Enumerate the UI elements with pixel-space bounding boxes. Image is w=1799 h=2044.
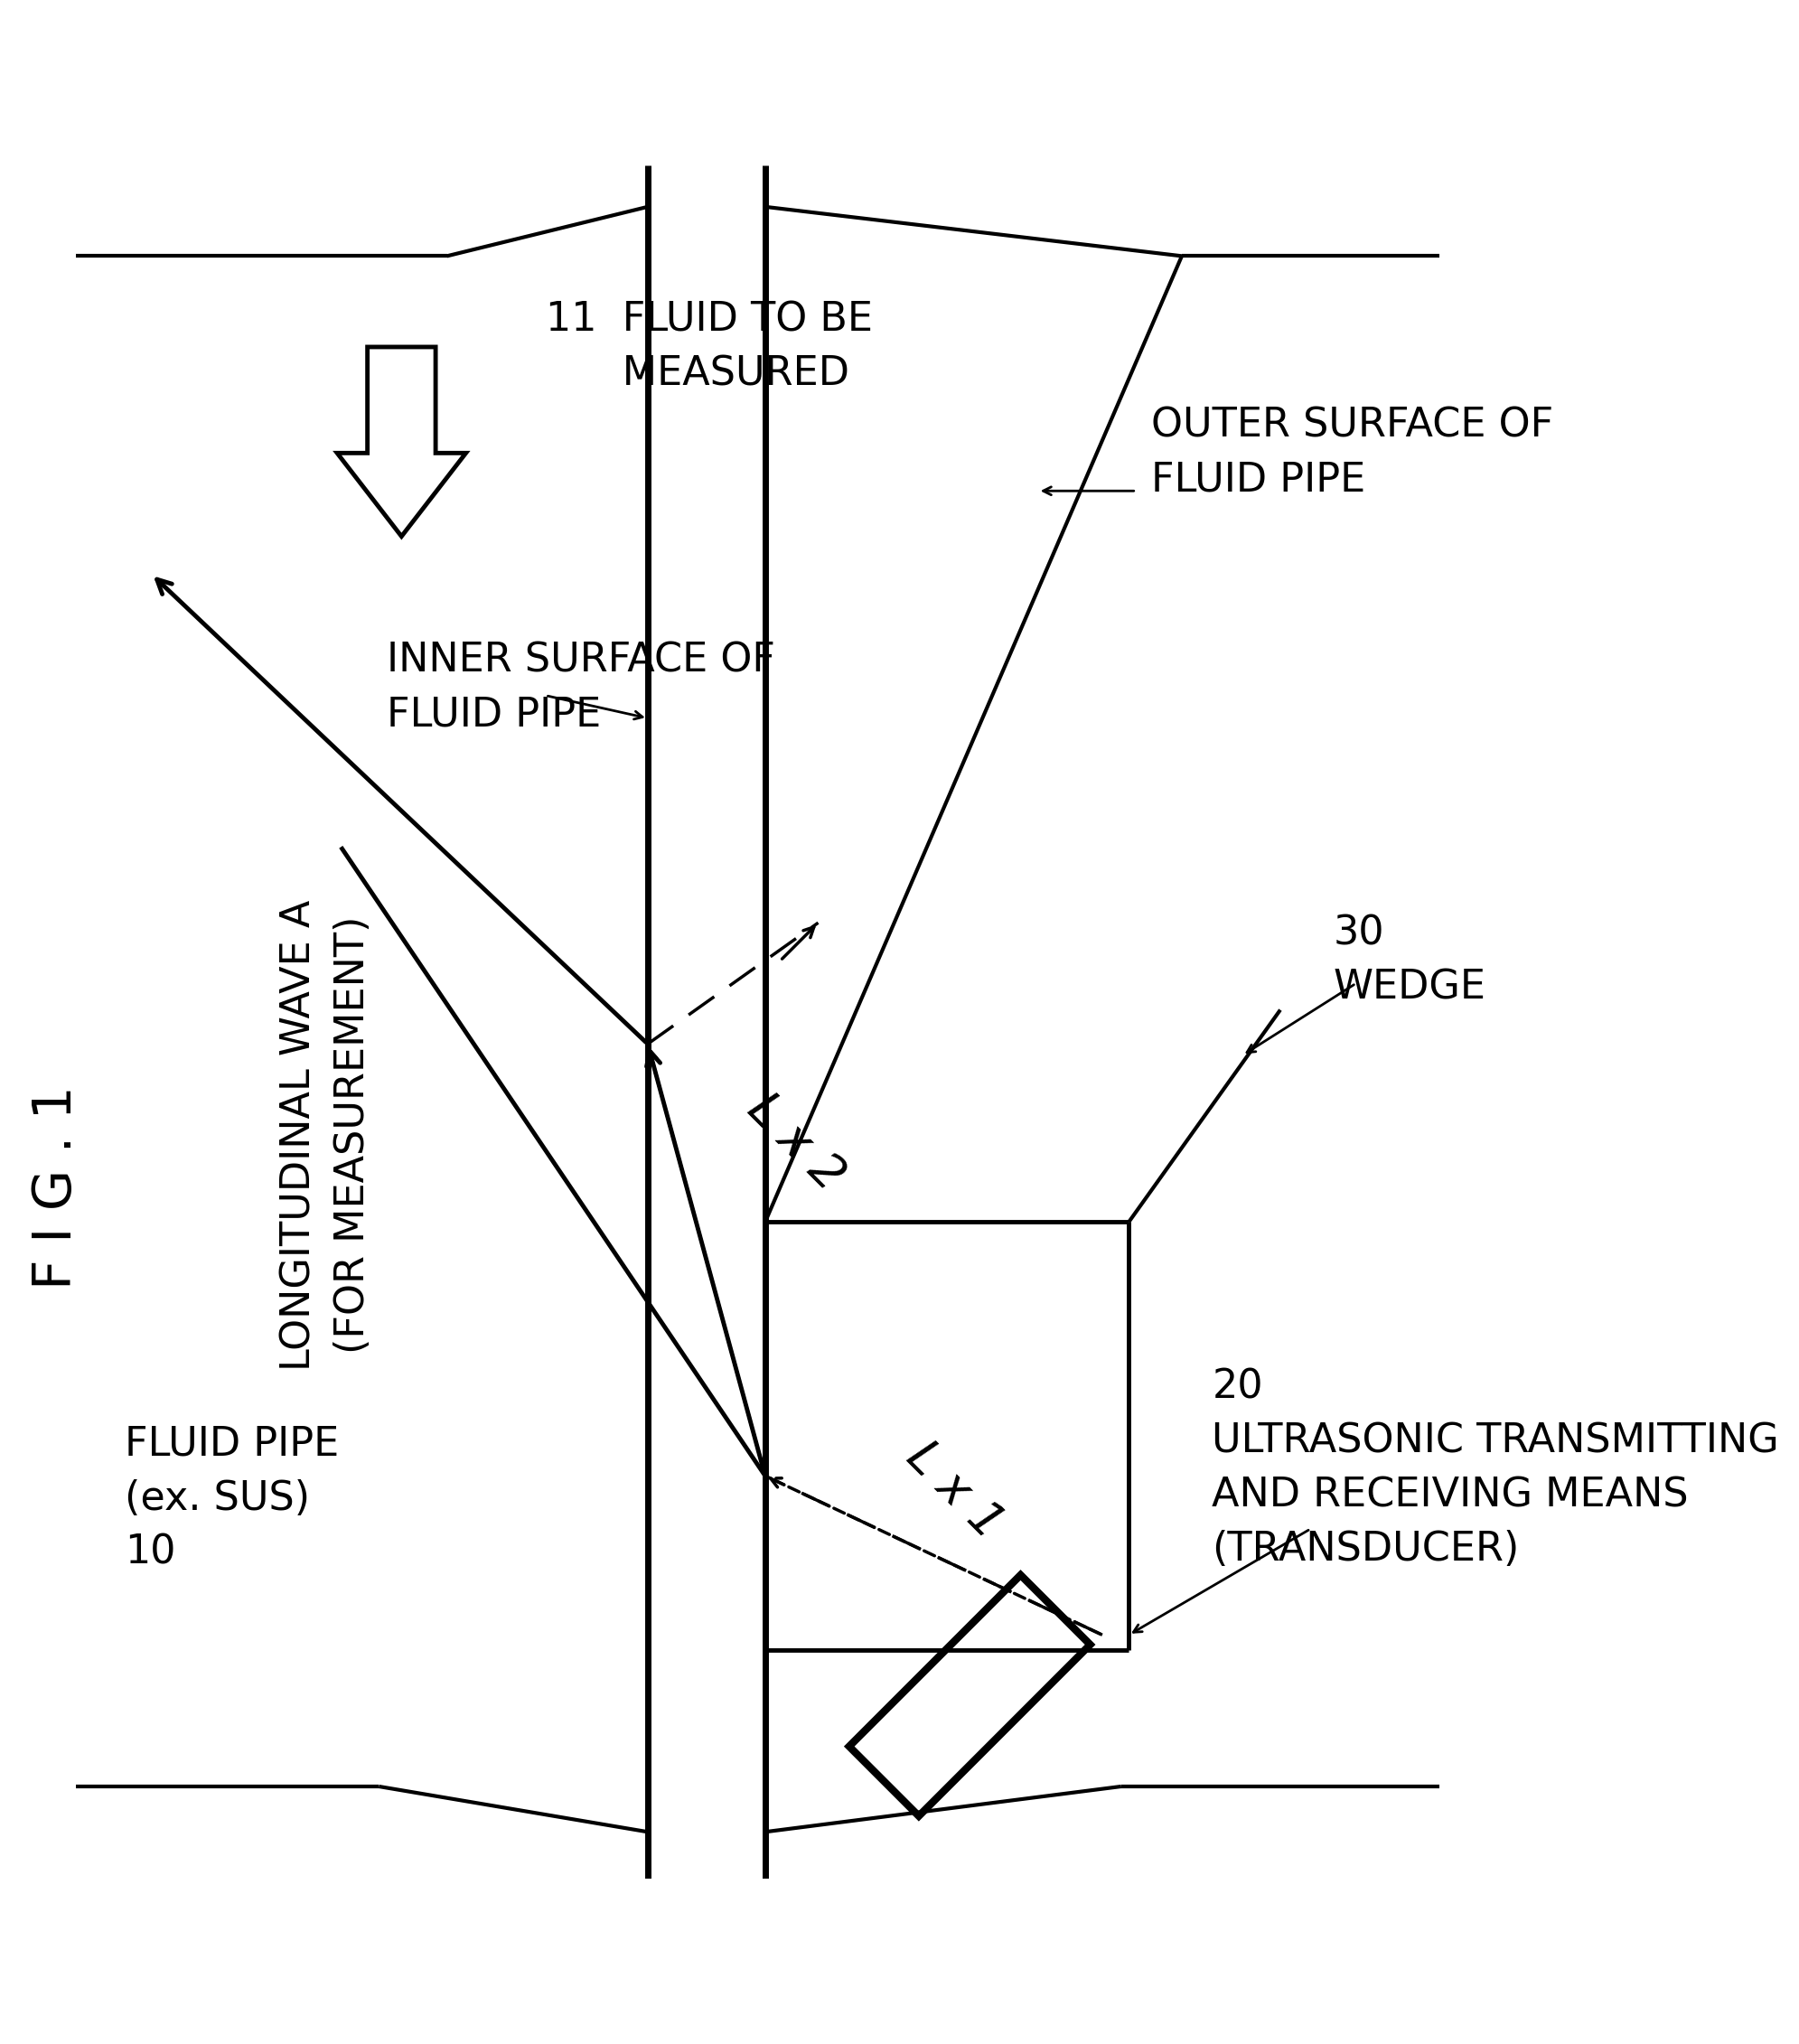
Polygon shape — [336, 347, 466, 536]
Text: L x 2: L x 2 — [738, 1085, 853, 1200]
Text: 11  FLUID TO BE
      MEASURED: 11 FLUID TO BE MEASURED — [545, 300, 873, 394]
Polygon shape — [849, 1576, 1090, 1815]
Text: L x 1: L x 1 — [898, 1433, 1011, 1549]
Text: FLUID PIPE
(ex. SUS)
10: FLUID PIPE (ex. SUS) 10 — [124, 1425, 340, 1572]
Text: F I G . 1: F I G . 1 — [31, 1085, 83, 1290]
Text: INNER SURFACE OF
FLUID PIPE: INNER SURFACE OF FLUID PIPE — [387, 642, 775, 734]
Text: OUTER SURFACE OF
FLUID PIPE: OUTER SURFACE OF FLUID PIPE — [1151, 407, 1554, 499]
Text: 20
ULTRASONIC TRANSMITTING
AND RECEIVING MEANS
(TRANSDUCER): 20 ULTRASONIC TRANSMITTING AND RECEIVING… — [1213, 1367, 1779, 1570]
Text: LONGITUDINAL WAVE A
(FOR MEASUREMENT): LONGITUDINAL WAVE A (FOR MEASUREMENT) — [279, 899, 372, 1369]
Text: 30
WEDGE: 30 WEDGE — [1333, 914, 1486, 1008]
